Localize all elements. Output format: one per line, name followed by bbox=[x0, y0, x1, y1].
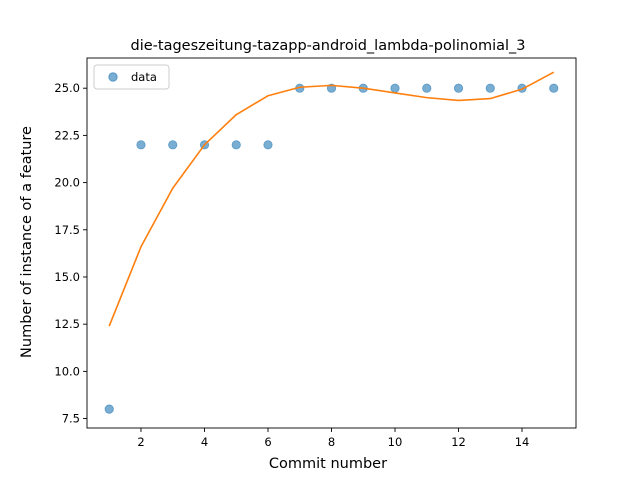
data-point bbox=[422, 83, 432, 93]
data-point bbox=[549, 83, 559, 93]
data-point bbox=[104, 404, 114, 414]
x-tick-label: 2 bbox=[137, 435, 144, 449]
y-tick-label: 15.0 bbox=[54, 270, 80, 284]
legend-marker bbox=[108, 72, 118, 82]
y-tick-label: 12.5 bbox=[54, 317, 80, 331]
y-tick-label: 25.0 bbox=[54, 81, 80, 95]
y-tick-label: 17.5 bbox=[54, 223, 80, 237]
data-point bbox=[390, 83, 400, 93]
y-tick-label: 7.5 bbox=[62, 412, 80, 426]
fit-line bbox=[108, 71, 555, 327]
data-point bbox=[453, 83, 464, 93]
x-tick-label: 12 bbox=[451, 435, 466, 449]
data-point bbox=[136, 140, 146, 150]
x-tick-label: 4 bbox=[201, 435, 208, 449]
y-tick-label: 20.0 bbox=[54, 176, 80, 190]
x-axis-label: Commit number bbox=[269, 456, 387, 472]
data-point bbox=[485, 83, 495, 93]
plot-area: 2 4 6 8 10 12 14 7.5 10.0 12.5 15.0 17.5 20.0 22.5 25.… bbox=[54, 57, 577, 449]
x-tick-label: 14 bbox=[515, 435, 530, 449]
chart-title: die-tageszeitung-tazapp-android_lambda-p… bbox=[131, 38, 526, 54]
data-point bbox=[168, 140, 178, 150]
legend-box bbox=[93, 64, 170, 90]
y-axis-label: Number of instance of a feature bbox=[19, 126, 35, 358]
x-tick-label: 10 bbox=[388, 435, 403, 449]
data-point bbox=[231, 140, 241, 150]
y-tick-label: 22.5 bbox=[54, 128, 80, 142]
x-tick-label: 8 bbox=[328, 435, 335, 449]
x-tick-label: 6 bbox=[264, 435, 271, 449]
legend: data bbox=[93, 64, 170, 90]
data-point bbox=[263, 140, 273, 150]
legend-label: data bbox=[131, 70, 157, 84]
y-tick-label: 10.0 bbox=[54, 364, 80, 378]
